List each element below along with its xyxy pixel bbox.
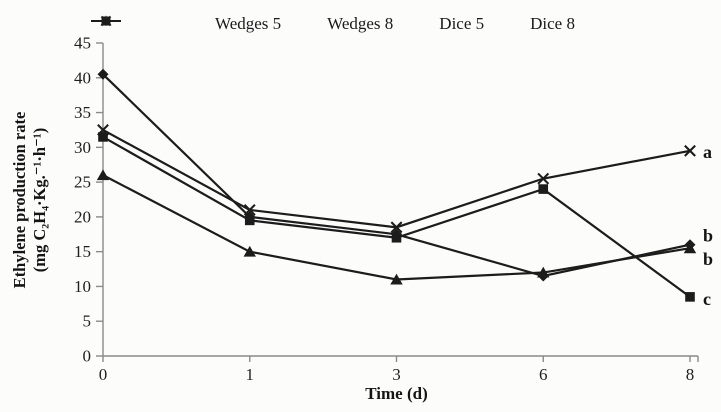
legend-item-dice-8: Dice 8 — [91, 14, 575, 34]
y-tick-label: 20 — [74, 207, 91, 226]
marker-dice-5 — [683, 242, 697, 254]
marker-wedges-8 — [244, 215, 255, 226]
legend: Wedges 5 Wedges 8 Dice 5 Dice 8 — [90, 14, 700, 34]
legend-item-wedges-5: Wedges 5 — [91, 14, 282, 34]
y-axis-title-line2: (mg C₂H₄·Kg.⁻¹·h⁻¹) — [30, 127, 49, 273]
significance-letter-wedges-5: b — [703, 226, 713, 246]
marker-wedges-8 — [685, 292, 695, 302]
y-tick-label: 25 — [74, 173, 91, 192]
y-tick-label: 0 — [83, 347, 92, 366]
marker-wedges-8 — [538, 184, 549, 194]
significance-letter-dice-8: a — [703, 142, 712, 162]
marker-dice-8 — [97, 124, 109, 136]
marker-dice-8 — [537, 172, 550, 185]
marker-wedges-8 — [98, 132, 108, 142]
y-tick-label: 10 — [74, 277, 91, 296]
y-tick-label: 40 — [74, 68, 91, 87]
y-axis-title: Ethylene production rate (mg C₂H₄·Kg.⁻¹·… — [10, 112, 50, 289]
legend-item-wedges-8: Wedges 8 — [91, 14, 394, 34]
y-tick-label: 45 — [74, 34, 91, 53]
x-tick-label: 1 — [246, 365, 255, 384]
x-tick-label: 0 — [99, 365, 108, 384]
marker-dice-8 — [684, 144, 696, 157]
marker-dice-5 — [390, 273, 403, 285]
legend-x-icon — [91, 15, 121, 27]
x-axis-title: Time (d) — [365, 384, 428, 403]
y-tick-label: 30 — [74, 138, 91, 157]
y-tick-label: 15 — [74, 242, 91, 261]
series-line-dice-8 — [102, 128, 691, 229]
legend-item-dice-5: Dice 5 — [91, 14, 485, 34]
marker-dice-5 — [243, 245, 256, 257]
x-tick-label: 8 — [686, 365, 695, 384]
marker-wedges-8 — [391, 232, 402, 243]
y-tick-label: 35 — [74, 103, 91, 122]
legend-label-dice-5: Dice 5 — [439, 14, 485, 33]
x-tick-label: 6 — [539, 365, 548, 384]
x-tick-label: 3 — [392, 365, 401, 384]
y-axis-title-line1: Ethylene production rate — [10, 111, 29, 289]
legend-label-dice-8: Dice 8 — [530, 14, 575, 33]
marker-wedges-5 — [97, 68, 109, 80]
y-tick-label: 5 — [83, 312, 92, 331]
significance-letter-wedges-8: c — [703, 289, 711, 309]
marker-dice-8 — [243, 203, 256, 216]
marker-dice-5 — [96, 169, 110, 181]
legend-label-wedges-8: Wedges 8 — [327, 14, 394, 33]
significance-letter-dice-5: b — [703, 249, 713, 269]
marker-dice-8 — [390, 221, 403, 234]
series-line-wedges-5 — [102, 73, 691, 278]
marker-dice-5 — [537, 266, 550, 278]
legend-label-wedges-5: Wedges 5 — [215, 14, 282, 33]
